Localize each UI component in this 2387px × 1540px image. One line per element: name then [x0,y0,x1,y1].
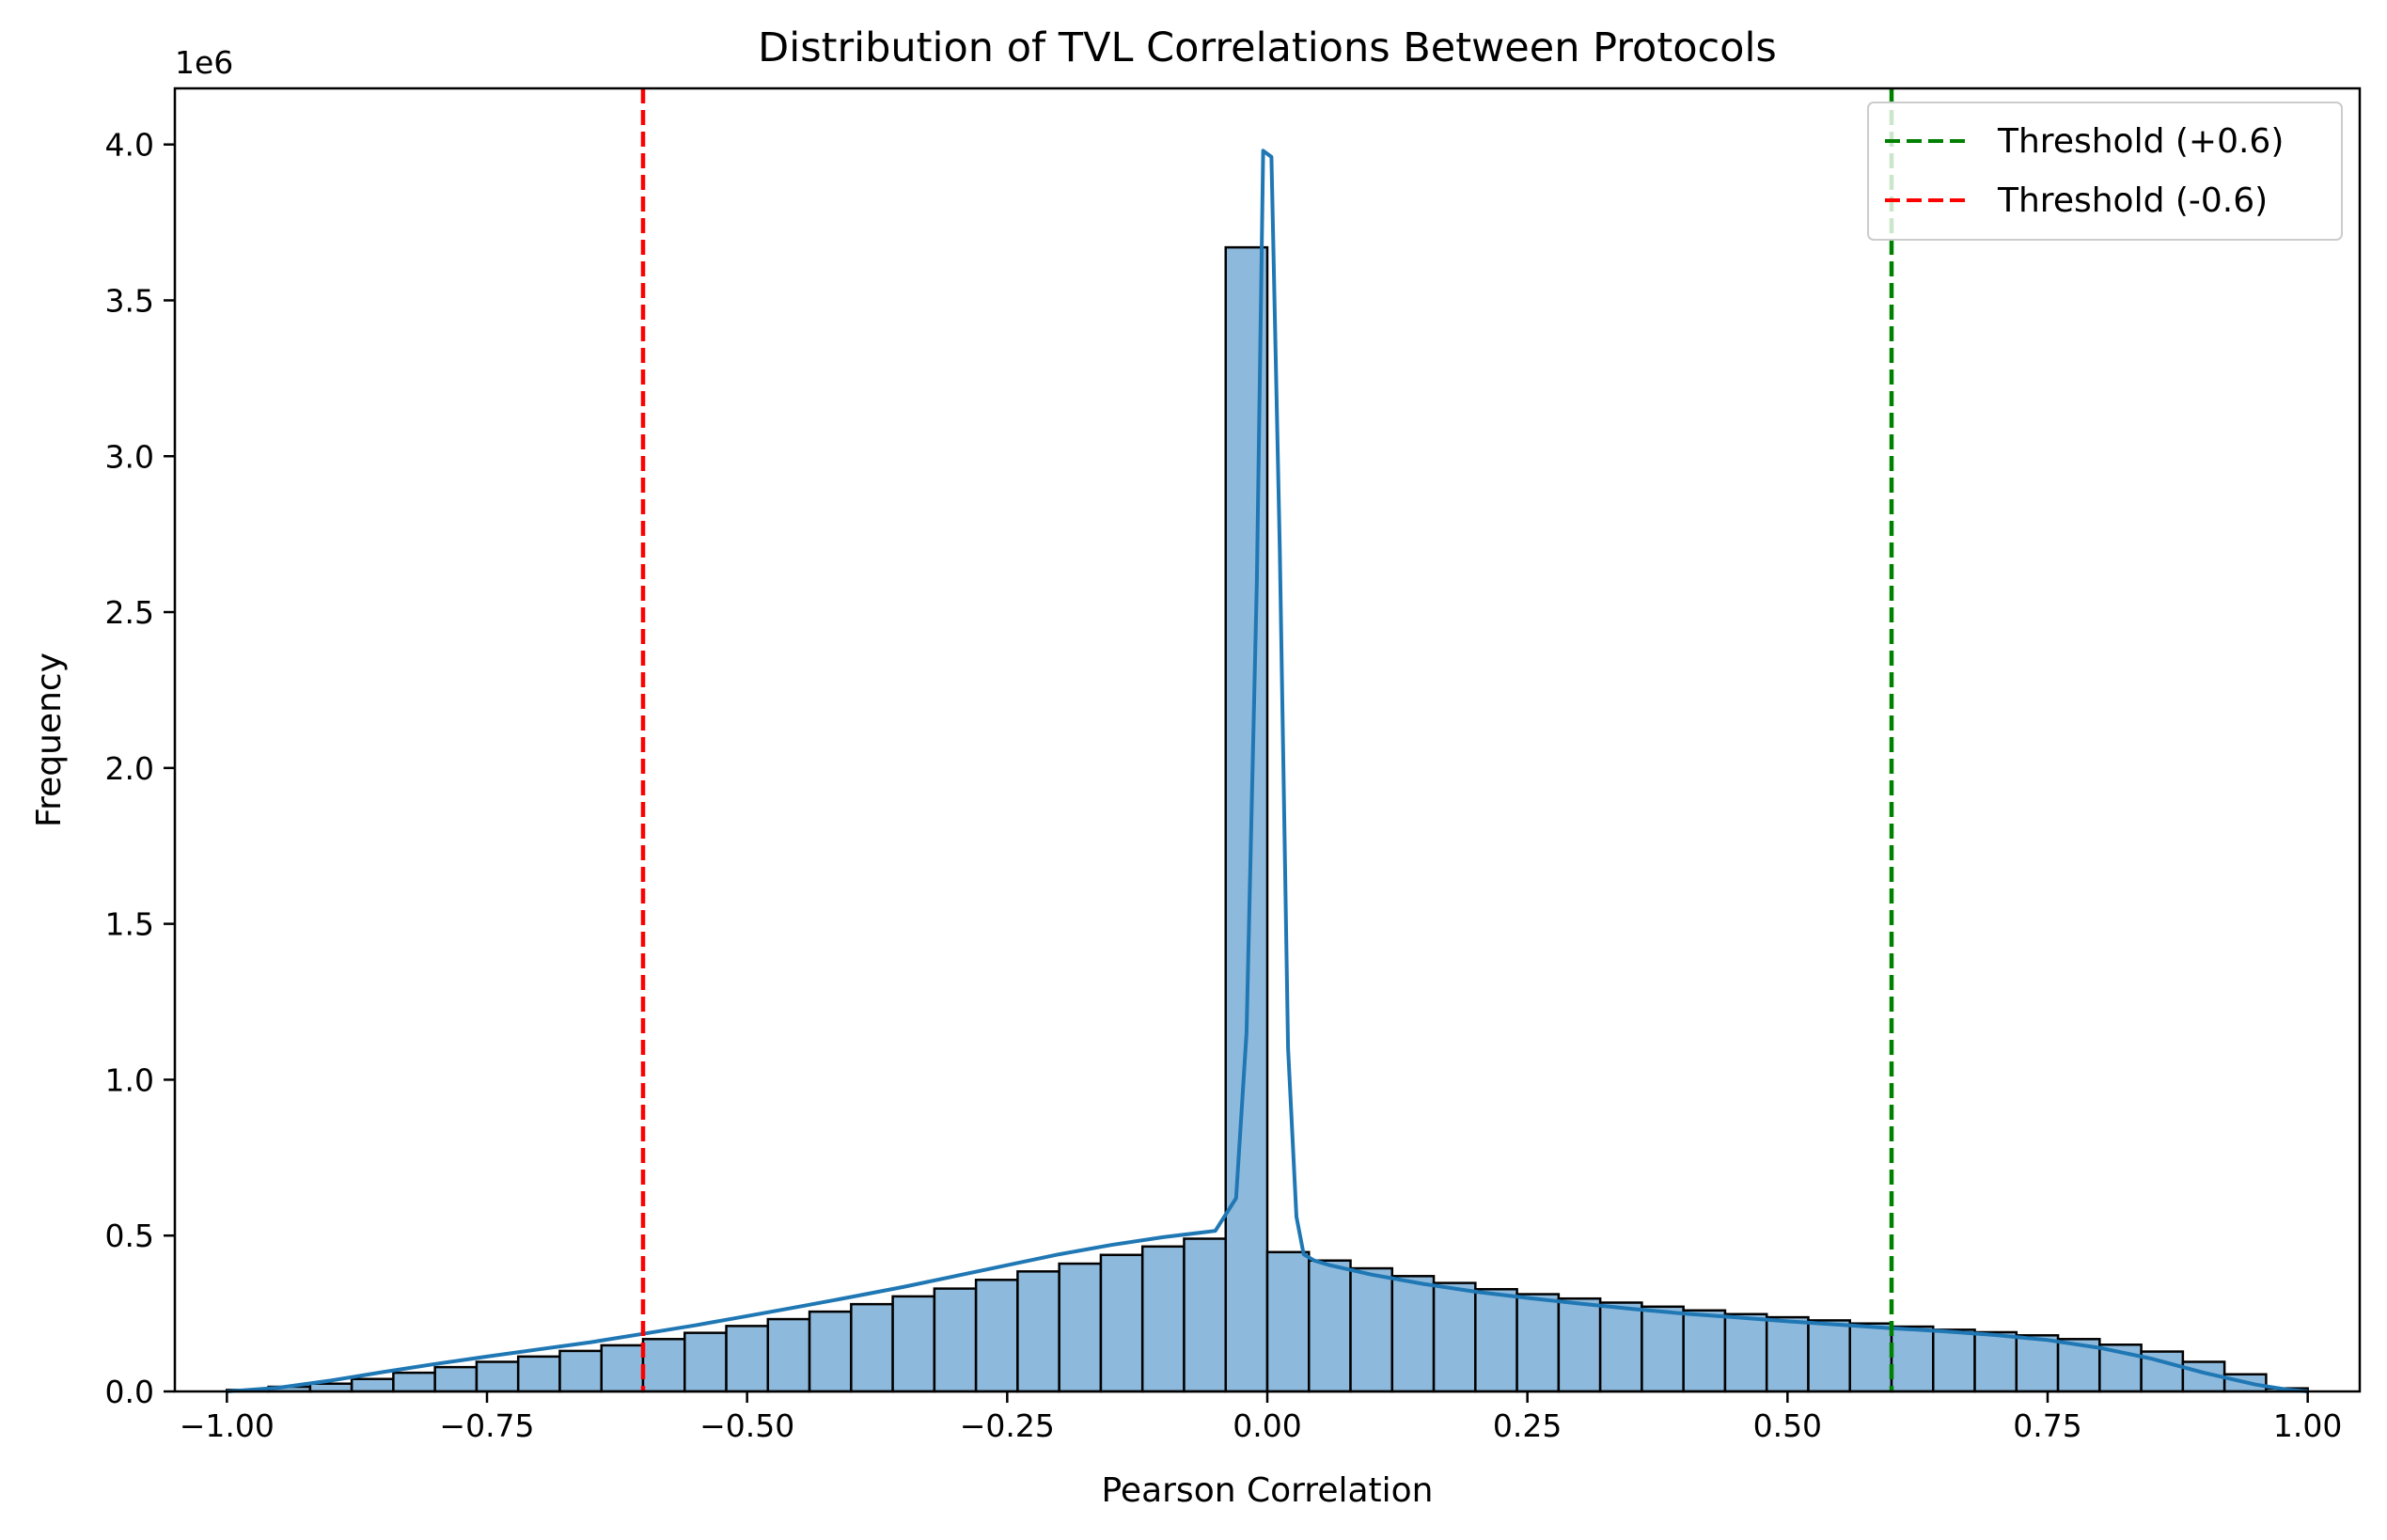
histogram-bar [1641,1305,1685,1393]
y-axis-ticks: 0.0 0.5 1.0 1.5 2.0 2.5 3.0 3.5 4.0 [105,127,175,1410]
histogram-bars [226,245,2309,1393]
y-tick-label: 0.5 [105,1218,154,1254]
x-tick-label: 1.00 [2273,1407,2342,1444]
histogram-bar [1058,1262,1103,1393]
legend-label-negative-threshold: Threshold (-0.6) [1997,181,2268,220]
y-tick-label: 3.0 [105,438,154,475]
histogram-bar [1932,1328,1976,1393]
histogram-bar [1349,1266,1394,1393]
histogram-bar [1099,1253,1144,1393]
y-offset-label: 1e6 [175,44,233,81]
histogram-bar [1265,1250,1311,1393]
histogram-bar [1390,1275,1436,1393]
histogram-bar [808,1310,853,1393]
histogram-bar [350,1377,395,1393]
histogram-bar [392,1371,436,1393]
chart-title: Distribution of TVL Correlations Between… [758,24,1777,71]
histogram-bar [1557,1296,1602,1393]
histogram-bar [1848,1322,1893,1393]
histogram-bar [516,1355,561,1393]
histogram-bar [1140,1245,1186,1393]
y-tick-label: 1.5 [105,906,154,943]
histogram-bar [1432,1281,1477,1393]
histogram-bar [600,1344,645,1393]
histogram-bar [641,1338,686,1393]
x-tick-label: −0.25 [960,1407,1055,1444]
kde-layer [227,149,2308,1393]
x-tick-label: −0.75 [439,1407,534,1444]
histogram-bar [2015,1334,2060,1393]
y-tick-label: 2.0 [105,750,154,787]
x-tick-label: −1.00 [180,1407,275,1444]
histogram-bar [558,1349,603,1393]
histogram-bar [766,1317,811,1393]
y-tick-label: 2.5 [105,594,154,631]
histogram-bar [1474,1287,1518,1393]
legend: Threshold (+0.6) Threshold (-0.6) [1867,102,2343,241]
x-tick-label: −0.50 [699,1407,794,1444]
legend-box [1867,102,2343,241]
kde-line [227,149,2308,1393]
y-tick-label: 4.0 [105,127,154,164]
x-tick-label: 0.25 [1493,1407,1562,1444]
histogram-bar [1682,1309,1727,1393]
y-tick-label: 0.0 [105,1374,154,1410]
histogram-bar [1765,1315,1810,1393]
x-axis-ticks: −1.00 −0.75 −0.50 −0.25 0.00 0.25 0.50 0.75 1.00 [180,1391,2342,1444]
histogram-bar [850,1302,894,1393]
legend-label-positive-threshold: Threshold (+0.6) [1997,122,2284,161]
histogram-bar [683,1331,728,1393]
histogram-bar [475,1360,520,1393]
threshold-lines [640,88,1894,1391]
histogram-bar [1515,1293,1561,1393]
histogram-bar [1807,1319,1851,1393]
histogram-bar [933,1287,978,1393]
x-tick-label: 0.50 [1753,1407,1822,1444]
histogram-bar [1723,1312,1768,1393]
y-tick-label: 3.5 [105,282,154,319]
x-tick-label: 0.75 [2013,1407,2081,1444]
histogram-bar [1016,1270,1060,1393]
histogram-bar [974,1279,1019,1393]
x-axis-title: Pearson Correlation [1102,1471,1434,1510]
y-axis-title: Frequency [30,652,69,827]
histogram-bar [891,1295,936,1393]
y-tick-label: 1.0 [105,1061,154,1098]
histogram-bar [1183,1237,1227,1393]
histogram-bar [1973,1330,2018,1393]
histogram-bar [433,1365,479,1393]
histogram-bar [1308,1259,1352,1393]
histogram-bar [1598,1301,1643,1393]
histogram-bar [725,1325,770,1393]
x-tick-label: 0.00 [1233,1407,1301,1444]
histogram-bar [1890,1325,1935,1393]
